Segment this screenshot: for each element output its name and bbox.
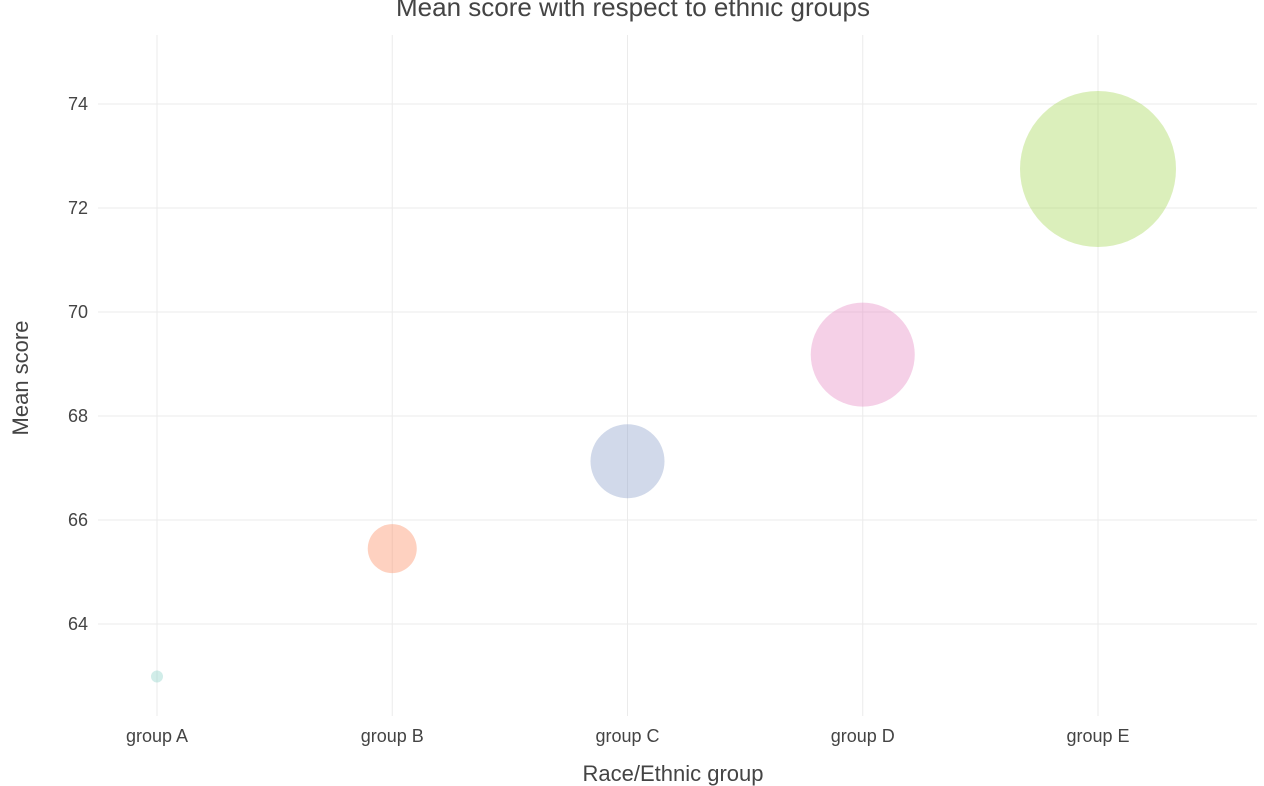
x-tick-label: group E bbox=[1066, 726, 1129, 746]
x-tick-label: group B bbox=[361, 726, 424, 746]
chart-title: Mean score with respect to ethnic groups bbox=[396, 0, 870, 22]
y-tick-label: 66 bbox=[68, 510, 88, 530]
x-tick-label: group D bbox=[831, 726, 895, 746]
x-tick-labels: group A group B group C group D group E bbox=[126, 726, 1130, 746]
y-axis-title: Mean score bbox=[8, 321, 33, 436]
y-tick-labels: 64 66 68 70 72 74 bbox=[68, 94, 88, 634]
y-tick-label: 64 bbox=[68, 614, 88, 634]
data-points bbox=[151, 91, 1176, 683]
x-tick-label: group C bbox=[595, 726, 659, 746]
bubble-group-a bbox=[151, 670, 163, 683]
bubble-group-d bbox=[810, 302, 915, 407]
x-axis-title: Race/Ethnic group bbox=[583, 761, 764, 786]
y-tick-label: 72 bbox=[68, 198, 88, 218]
x-tick-label: group A bbox=[126, 726, 188, 746]
bubble-group-e bbox=[1020, 91, 1176, 247]
bubble-group-b bbox=[367, 524, 417, 574]
y-tick-label: 74 bbox=[68, 94, 88, 114]
bubble-group-c bbox=[590, 424, 665, 499]
y-tick-label: 70 bbox=[68, 302, 88, 322]
y-tick-label: 68 bbox=[68, 406, 88, 426]
grid bbox=[98, 35, 1257, 716]
